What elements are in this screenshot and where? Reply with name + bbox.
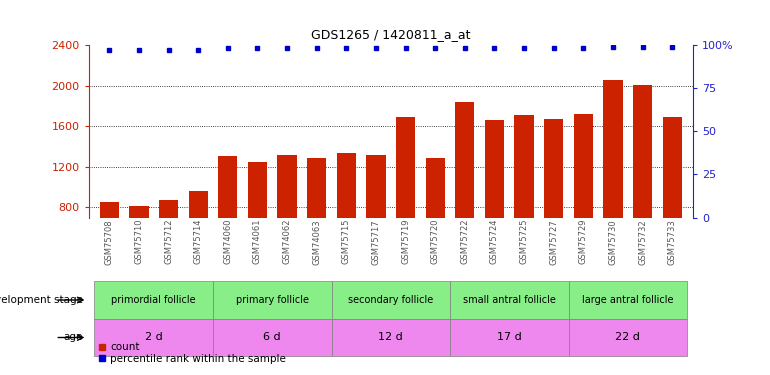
Bar [544, 119, 564, 218]
Text: 2 d: 2 d [145, 333, 162, 342]
Bar [95, 281, 213, 319]
Bar [663, 117, 682, 218]
Text: 22 d: 22 d [615, 333, 640, 342]
Title: GDS1265 / 1420811_a_at: GDS1265 / 1420811_a_at [311, 28, 470, 41]
Bar [367, 154, 386, 218]
Bar [568, 319, 687, 356]
Bar [307, 158, 326, 218]
Bar [396, 117, 415, 218]
Bar [213, 319, 332, 356]
Text: 12 d: 12 d [378, 333, 403, 342]
Text: secondary follicle: secondary follicle [348, 295, 434, 305]
Bar [277, 154, 296, 218]
Text: small antral follicle: small antral follicle [463, 295, 556, 305]
Text: development stage: development stage [0, 295, 82, 305]
Bar [574, 114, 593, 218]
Legend: count, percentile rank within the sample: count, percentile rank within the sample [94, 338, 290, 368]
Text: 17 d: 17 d [497, 333, 521, 342]
Bar [213, 281, 332, 319]
Text: primordial follicle: primordial follicle [112, 295, 196, 305]
Bar [99, 202, 119, 217]
Bar [218, 156, 237, 218]
Bar [248, 162, 267, 218]
Text: large antral follicle: large antral follicle [582, 295, 674, 305]
Bar [568, 281, 687, 319]
Bar [336, 153, 356, 218]
Bar [485, 120, 504, 218]
Bar [95, 319, 213, 356]
Text: age: age [63, 333, 82, 342]
Bar [450, 319, 568, 356]
Bar [332, 319, 450, 356]
Bar [604, 80, 623, 218]
Text: 6 d: 6 d [263, 333, 281, 342]
Bar [129, 206, 149, 218]
Bar [159, 200, 178, 217]
Bar [426, 158, 445, 218]
Bar [450, 281, 568, 319]
Text: primary follicle: primary follicle [236, 295, 309, 305]
Bar [455, 102, 474, 218]
Bar [189, 191, 208, 217]
Bar [332, 281, 450, 319]
Bar [514, 115, 534, 218]
Bar [633, 85, 652, 218]
